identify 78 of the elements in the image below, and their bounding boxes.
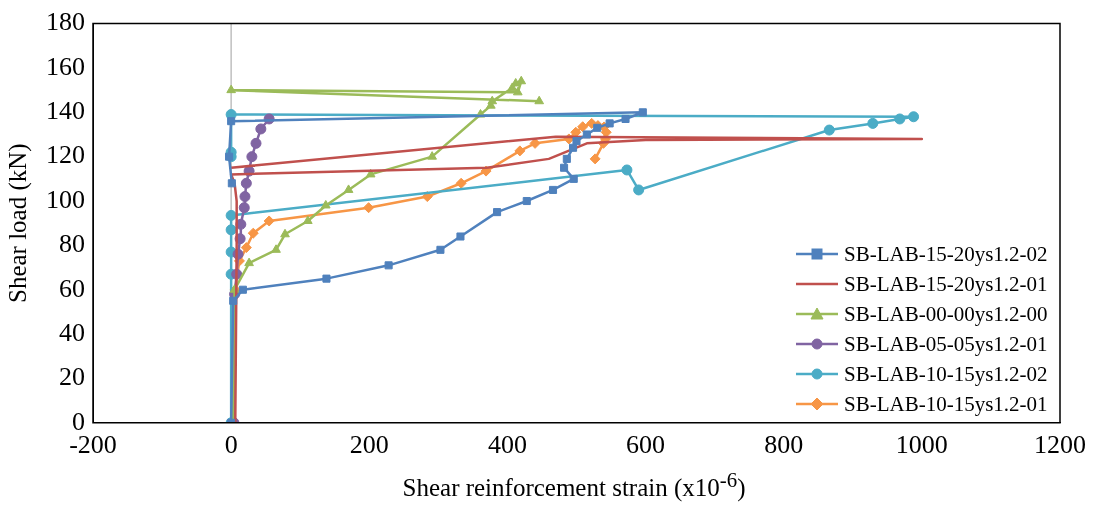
y-tick-label: 140 bbox=[46, 96, 85, 126]
legend-label: SB-LAB-15-20ys1.2-01 bbox=[844, 270, 1048, 298]
point bbox=[225, 224, 237, 236]
point bbox=[582, 130, 591, 139]
point bbox=[240, 177, 252, 189]
legend-label: SB-LAB-00-00ys1.2-00 bbox=[844, 300, 1048, 328]
point bbox=[534, 95, 545, 105]
point bbox=[280, 228, 290, 238]
y-tick-label: 20 bbox=[59, 362, 85, 392]
point bbox=[255, 123, 267, 135]
y-tick-label: 180 bbox=[46, 7, 85, 37]
point bbox=[823, 124, 835, 136]
point bbox=[226, 84, 236, 94]
point bbox=[633, 184, 645, 196]
legend-label: SB-LAB-15-20ys1.2-02 bbox=[844, 240, 1048, 268]
x-tick-label: 200 bbox=[349, 430, 389, 460]
point bbox=[638, 108, 647, 117]
point bbox=[569, 174, 578, 183]
point bbox=[621, 164, 633, 176]
point bbox=[238, 285, 247, 294]
y-axis-title: Shear load (kN) bbox=[3, 143, 32, 304]
point bbox=[247, 227, 259, 239]
point bbox=[302, 215, 313, 224]
x-tick-label: 1200 bbox=[1034, 430, 1086, 460]
x-axis-title: Shear reinforcement strain (x10$^{-6}$) bbox=[401, 468, 747, 503]
point bbox=[244, 257, 254, 267]
point bbox=[343, 184, 354, 193]
point bbox=[227, 179, 236, 188]
point bbox=[908, 111, 920, 123]
y-tick-label: 40 bbox=[59, 317, 85, 347]
point bbox=[384, 261, 393, 270]
point bbox=[572, 137, 581, 146]
point bbox=[493, 208, 502, 217]
point bbox=[227, 117, 236, 126]
point bbox=[621, 114, 630, 123]
point bbox=[605, 119, 614, 128]
point bbox=[867, 117, 879, 129]
point bbox=[263, 215, 275, 227]
point bbox=[512, 86, 523, 96]
y-tick-label: 100 bbox=[46, 184, 85, 214]
point bbox=[229, 296, 238, 305]
point bbox=[455, 177, 467, 189]
point bbox=[894, 113, 906, 125]
point bbox=[522, 196, 531, 206]
point bbox=[240, 242, 252, 254]
point bbox=[421, 191, 433, 203]
point bbox=[548, 185, 558, 194]
legend-label: SB-LAB-10-15ys1.2-01 bbox=[844, 390, 1048, 418]
x-tick-label: 1000 bbox=[895, 430, 948, 460]
point bbox=[514, 145, 526, 157]
y-tick-label: 60 bbox=[59, 273, 85, 303]
point bbox=[363, 202, 375, 214]
y-tick-label: 160 bbox=[46, 51, 85, 81]
point bbox=[577, 121, 589, 133]
x-tick-label: 600 bbox=[626, 430, 666, 460]
point bbox=[225, 209, 237, 221]
point bbox=[239, 191, 251, 203]
point bbox=[238, 202, 250, 214]
x-tick-label: 0 bbox=[224, 430, 238, 460]
point bbox=[246, 151, 258, 163]
point bbox=[569, 143, 578, 152]
y-tick-label: 120 bbox=[46, 140, 85, 170]
legend-label: SB-LAB-10-15ys1.2-02 bbox=[844, 360, 1048, 388]
x-tick-label: 800 bbox=[764, 430, 804, 460]
point bbox=[562, 154, 571, 163]
point bbox=[560, 163, 569, 172]
point bbox=[271, 244, 281, 253]
point bbox=[487, 95, 498, 105]
point bbox=[427, 151, 437, 160]
point bbox=[436, 245, 445, 254]
point bbox=[322, 274, 331, 283]
y-tick-label: 80 bbox=[59, 229, 85, 259]
x-tick-label: 400 bbox=[487, 430, 527, 460]
point bbox=[320, 199, 331, 209]
point bbox=[589, 153, 601, 165]
point bbox=[456, 232, 465, 241]
point bbox=[250, 137, 262, 149]
legend-label: SB-LAB-05-05ys1.2-01 bbox=[844, 330, 1048, 358]
